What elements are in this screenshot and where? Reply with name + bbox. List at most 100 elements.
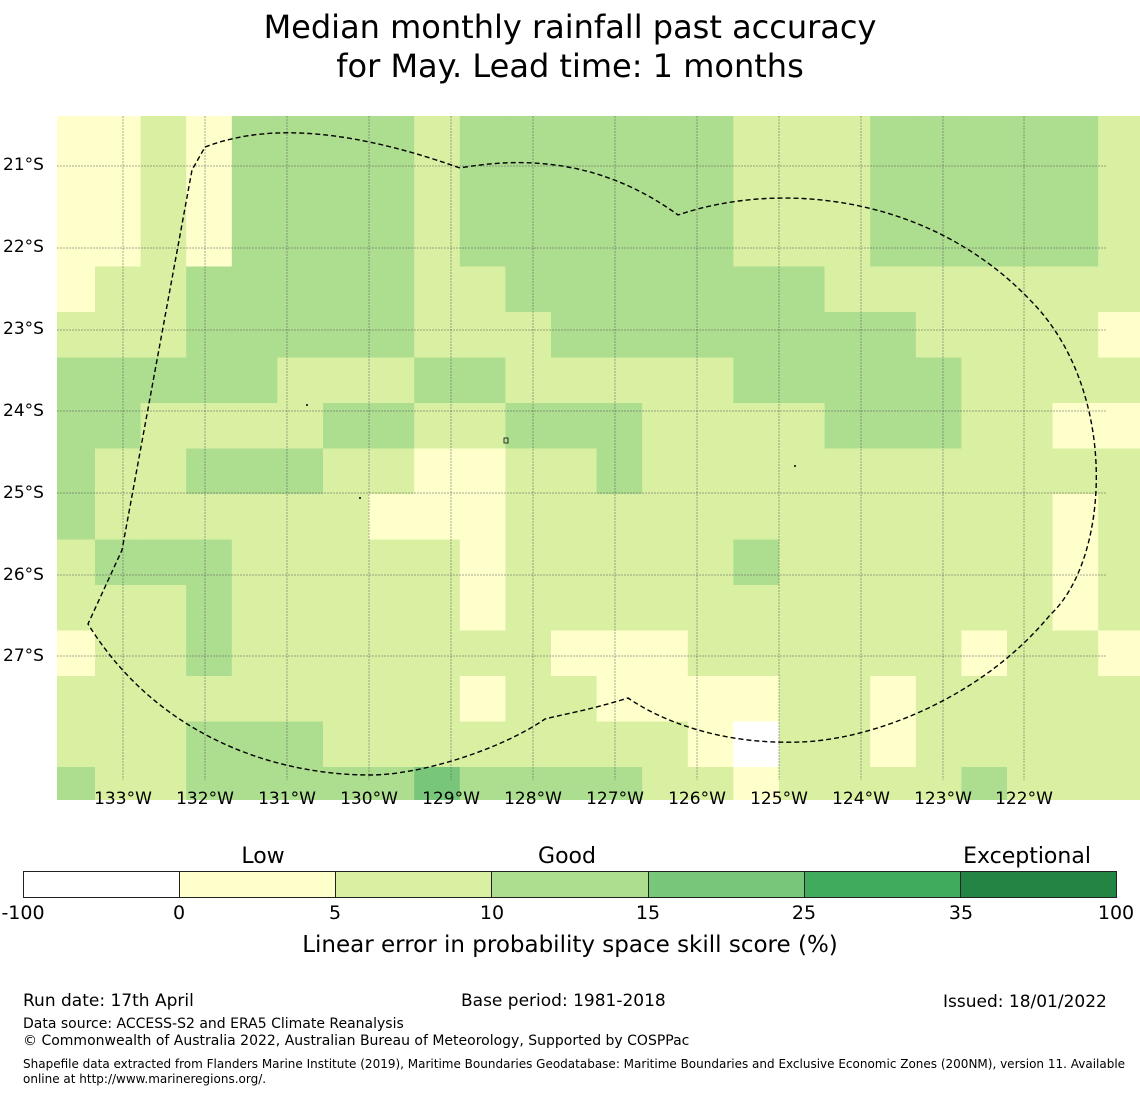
skill-cell	[414, 585, 461, 631]
eez-boundary	[87, 132, 1097, 776]
skill-cell	[95, 539, 141, 586]
skill-cell	[368, 221, 415, 267]
skill-cell	[1098, 175, 1140, 222]
skill-cell	[277, 357, 324, 404]
skill-cell	[186, 448, 233, 495]
skill-cell	[596, 221, 643, 267]
skill-cell	[870, 312, 917, 358]
skill-cell	[733, 767, 780, 800]
skill-cell	[551, 767, 597, 800]
skill-cell	[57, 721, 96, 768]
skill-cell	[961, 539, 1008, 586]
skill-cell	[186, 585, 233, 631]
skill-cell	[961, 630, 1008, 677]
lat-label: 27°S	[3, 646, 44, 666]
skill-cell	[596, 494, 643, 540]
skill-cell	[1007, 630, 1053, 677]
skill-cell	[505, 676, 552, 722]
skill-cell	[733, 630, 780, 677]
skill-cell	[1098, 266, 1140, 313]
skill-cell	[140, 585, 187, 631]
lon-label: 130°W	[340, 789, 398, 809]
skill-cell	[596, 721, 643, 768]
copyright-notice: © Commonwealth of Australia 2022, Austra…	[23, 1033, 690, 1049]
skill-cell	[642, 676, 689, 722]
skill-cell	[915, 494, 962, 540]
skill-cell	[824, 312, 871, 358]
skill-cell	[140, 539, 187, 586]
skill-cell	[186, 676, 233, 722]
skill-cell	[551, 539, 597, 586]
skill-cell	[687, 676, 734, 722]
skill-cell	[277, 403, 324, 449]
skill-cell	[323, 403, 369, 449]
skill-cell	[687, 312, 734, 358]
skill-cell	[915, 116, 962, 176]
skill-cell	[961, 767, 1008, 800]
skill-cell	[368, 403, 415, 449]
run-date: Run date: 17th April	[23, 991, 194, 1011]
skill-cell	[961, 116, 1008, 176]
skill-cell	[961, 721, 1008, 768]
skill-cell	[824, 357, 871, 404]
skill-cell	[459, 403, 506, 449]
skill-cell	[915, 676, 962, 722]
skill-cell	[870, 539, 917, 586]
skill-cell	[915, 539, 962, 586]
skill-cell	[1007, 116, 1053, 176]
skill-cell	[779, 221, 825, 267]
skill-cell	[186, 494, 233, 540]
skill-cell	[323, 116, 369, 176]
skill-cell	[687, 585, 734, 631]
skill-cell	[1098, 539, 1140, 586]
skill-cell	[1098, 312, 1140, 358]
skill-cell	[57, 676, 96, 722]
skill-cell	[140, 357, 187, 404]
skill-cell	[231, 539, 278, 586]
skill-cell	[961, 266, 1008, 313]
skill-cell	[140, 721, 187, 768]
skill-cell	[186, 357, 233, 404]
skill-cell	[414, 357, 461, 404]
skill-cell	[687, 539, 734, 586]
skill-cell	[505, 266, 552, 313]
skill-cell	[961, 676, 1008, 722]
skill-cell	[505, 721, 552, 768]
skill-cell	[1052, 585, 1099, 631]
skill-cell	[1052, 357, 1099, 404]
skill-cell	[231, 266, 278, 313]
skill-cell	[414, 494, 461, 540]
skill-cell	[596, 116, 643, 176]
skill-cell	[551, 585, 597, 631]
skill-cell	[414, 312, 461, 358]
skill-cell	[1052, 676, 1099, 722]
skill-cell	[870, 676, 917, 722]
skill-cell	[414, 403, 461, 449]
skill-cell	[779, 448, 825, 495]
skill-cell	[277, 585, 324, 631]
colorbar-tick: 10	[479, 902, 505, 924]
skill-cell	[733, 221, 780, 267]
skill-cell	[1007, 312, 1053, 358]
lon-label: 126°W	[668, 789, 726, 809]
colorbar-tick: 100	[1097, 902, 1135, 924]
skill-cell	[368, 539, 415, 586]
skill-cell	[961, 175, 1008, 222]
skill-cell	[870, 403, 917, 449]
skill-cell	[596, 312, 643, 358]
skill-cell	[323, 357, 369, 404]
skill-cell	[95, 630, 141, 677]
island-outline	[503, 437, 509, 444]
skill-cell	[95, 767, 141, 800]
skill-cell	[505, 175, 552, 222]
skill-cell	[57, 539, 96, 586]
skill-cell	[140, 266, 187, 313]
skill-cell	[323, 494, 369, 540]
skill-cell	[870, 448, 917, 495]
skill-cell	[231, 403, 278, 449]
skill-cell	[459, 357, 506, 404]
skill-cell	[551, 116, 597, 176]
skill-cell	[95, 357, 141, 404]
skill-cell	[824, 175, 871, 222]
skill-cell	[231, 494, 278, 540]
